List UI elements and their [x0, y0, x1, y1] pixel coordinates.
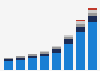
Bar	[28, 54, 36, 56]
Bar	[16, 60, 24, 70]
Bar	[88, 13, 96, 16]
Bar	[40, 56, 48, 70]
Bar	[4, 59, 12, 61]
Bar	[64, 37, 72, 39]
Bar	[52, 49, 60, 53]
Bar	[40, 51, 48, 52]
Bar	[4, 58, 12, 59]
Bar	[52, 53, 60, 70]
Bar	[88, 10, 96, 13]
Bar	[76, 20, 84, 21]
Bar	[28, 58, 36, 70]
Bar	[64, 35, 72, 37]
Bar	[4, 61, 12, 70]
Bar	[28, 56, 36, 58]
Bar	[52, 46, 60, 47]
Bar	[76, 21, 84, 24]
Bar	[64, 39, 72, 44]
Bar	[40, 52, 48, 54]
Bar	[16, 58, 24, 60]
Bar	[64, 44, 72, 70]
Bar	[88, 22, 96, 70]
Bar	[76, 32, 84, 70]
Bar	[16, 56, 24, 58]
Bar	[76, 27, 84, 32]
Bar	[40, 54, 48, 56]
Bar	[88, 8, 96, 10]
Bar	[88, 16, 96, 22]
Bar	[52, 47, 60, 49]
Bar	[76, 24, 84, 27]
